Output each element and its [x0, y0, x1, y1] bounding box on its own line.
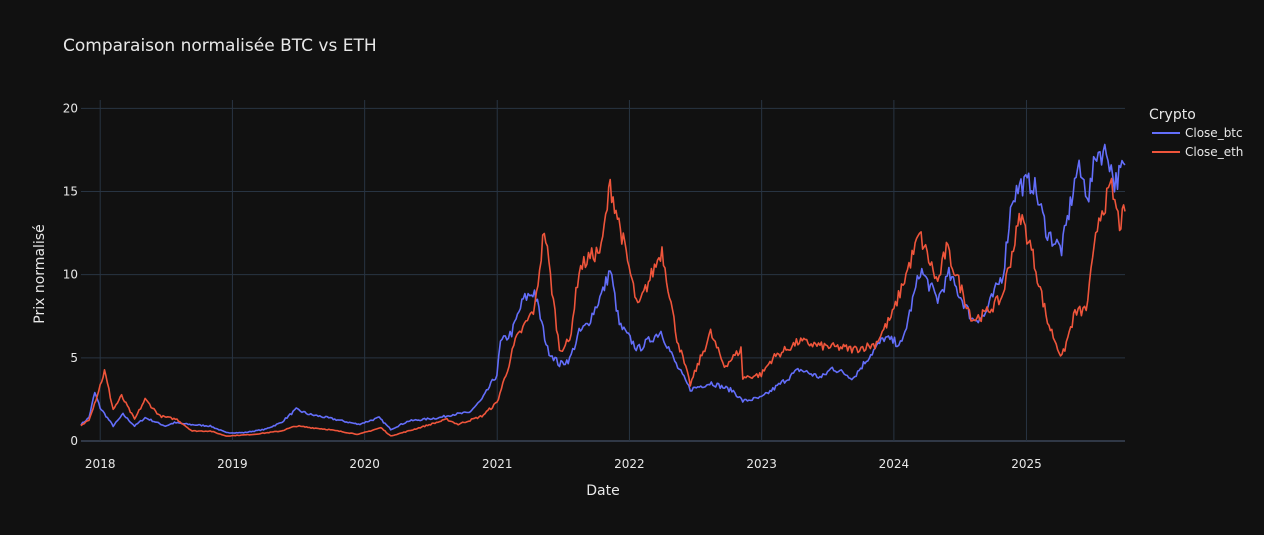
y-tick-label: 0 [70, 434, 78, 448]
x-tick-label: 2022 [614, 457, 645, 471]
x-tick-label: 2023 [746, 457, 777, 471]
chart-title: Comparaison normalisée BTC vs ETH [63, 36, 377, 56]
x-tick-label: 2024 [879, 457, 910, 471]
x-tick-label: 2019 [217, 457, 248, 471]
grid [81, 100, 1125, 442]
x-axis-label: Date [586, 483, 619, 499]
y-tick-label: 5 [70, 351, 78, 365]
series-line-close-btc[interactable] [80, 143, 1126, 434]
x-tick-label: 2018 [85, 457, 116, 471]
y-tick-label: 15 [63, 184, 78, 198]
y-tick-labels: 0 5 10 15 20 [63, 101, 78, 448]
x-tick-labels: 2018 2019 2020 2021 2022 2023 2024 2025 [85, 457, 1042, 471]
legend-item-label[interactable]: Close_eth [1185, 145, 1243, 159]
y-tick-label: 10 [63, 268, 78, 282]
y-axis-label: Prix normalisé [32, 224, 48, 323]
y-tick-label: 20 [63, 101, 78, 115]
x-tick-label: 2025 [1011, 457, 1042, 471]
x-tick-label: 2020 [349, 457, 380, 471]
plot-area[interactable]: 2018 2019 2020 2021 2022 2023 2024 2025 0 5 10 15 2… [63, 100, 1126, 471]
series-lines [80, 143, 1126, 437]
legend-item-label[interactable]: Close_btc [1185, 126, 1243, 140]
legend-title: Crypto [1149, 107, 1196, 123]
series-line-close-eth[interactable] [80, 177, 1126, 437]
x-tick-label: 2021 [482, 457, 513, 471]
legend[interactable]: Crypto Close_btc Close_eth [1149, 107, 1243, 159]
